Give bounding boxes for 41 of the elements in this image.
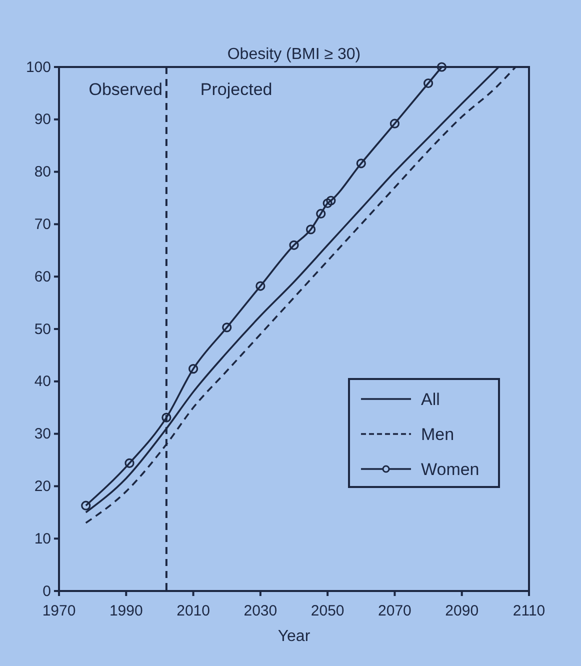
legend-label: Men <box>421 425 454 444</box>
x-tick-label: 2050 <box>310 602 344 620</box>
y-tick-label: 50 <box>34 320 51 338</box>
chart-title: Obesity (BMI ≥ 30) <box>227 46 361 63</box>
point <box>326 196 336 206</box>
x-tick-label: 2030 <box>244 602 278 620</box>
x-tick-label: 2090 <box>445 602 479 620</box>
point <box>188 364 198 374</box>
x-tick-label: 1990 <box>109 602 143 620</box>
x-tick-label: 1970 <box>42 602 76 620</box>
point <box>390 118 400 128</box>
y-tick-label: 20 <box>34 478 51 495</box>
point <box>306 224 316 234</box>
point <box>222 322 232 332</box>
y-tick-label: 40 <box>34 373 51 390</box>
y-tick-label: 30 <box>34 426 51 443</box>
legend-label: All <box>421 390 440 409</box>
y-tick-label: 80 <box>34 164 51 181</box>
point <box>81 500 91 510</box>
y-tick-label: 60 <box>34 268 51 286</box>
y-tick-label: 90 <box>34 111 51 128</box>
legend-label: Women <box>421 460 480 479</box>
point <box>356 158 366 168</box>
point <box>256 281 266 291</box>
y-tick-label: 10 <box>34 530 51 548</box>
point <box>289 240 299 250</box>
point <box>124 458 134 468</box>
annotation: Projected <box>200 80 272 99</box>
x-axis-title: Year <box>278 628 311 645</box>
point <box>322 198 332 208</box>
annotation: Observed <box>88 80 162 99</box>
x-tick-label: 2070 <box>378 602 412 620</box>
x-tick-label: 2010 <box>176 602 210 620</box>
point <box>316 208 326 219</box>
y-tick-label: 100 <box>26 58 51 76</box>
y-tick-label: 70 <box>34 216 51 233</box>
point <box>162 412 172 422</box>
y-tick-label: 0 <box>42 582 51 600</box>
point <box>423 78 434 88</box>
point <box>436 62 447 72</box>
x-tick-label: 2110 <box>512 602 546 620</box>
